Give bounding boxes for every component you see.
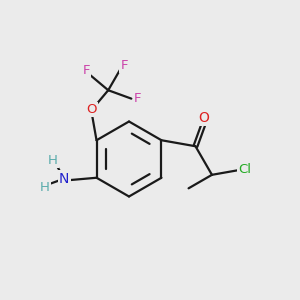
Text: H: H (48, 154, 58, 166)
Text: Cl: Cl (238, 164, 251, 176)
Text: F: F (120, 59, 128, 72)
Text: H: H (40, 181, 50, 194)
Text: O: O (199, 111, 210, 125)
Text: N: N (59, 172, 69, 186)
Text: F: F (82, 64, 90, 77)
Text: F: F (134, 92, 141, 105)
Text: O: O (87, 103, 97, 116)
